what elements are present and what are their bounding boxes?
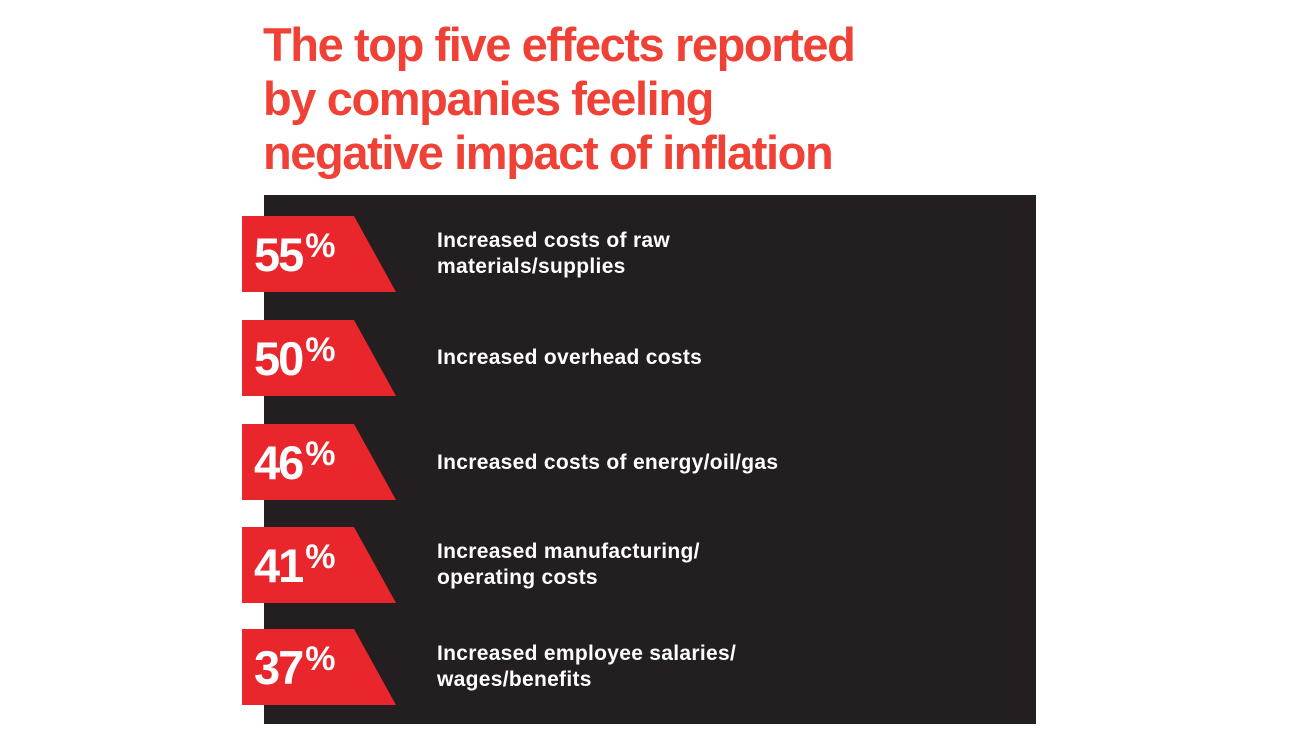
title-line-2: by companies feeling	[263, 72, 714, 125]
tag-shape	[242, 320, 396, 396]
page-title: The top five effects reported by compani…	[263, 18, 1023, 180]
effect-label-line: materials/supplies	[437, 255, 626, 278]
percent-tag: 50%	[242, 320, 398, 396]
percent-tag: 46%	[242, 424, 398, 500]
percent-number: 55	[254, 228, 304, 281]
effect-label-line: operating costs	[437, 566, 598, 589]
effect-label-line: Increased costs of energy/oil/gas	[437, 451, 779, 474]
percent-value: 41%	[254, 538, 336, 593]
effect-label: Increased costs of energy/oil/gas	[437, 450, 857, 476]
effect-label: Increased costs of raw materials/supplies	[437, 228, 857, 280]
tag-shape	[242, 424, 396, 500]
percent-value: 37%	[254, 640, 336, 695]
percent-number: 50	[254, 332, 304, 385]
percent-tag: 37%	[242, 629, 398, 705]
effect-label-line: Increased costs of raw	[437, 229, 671, 252]
percent-number: 41	[254, 539, 304, 592]
effect-label-line: Increased manufacturing/	[437, 540, 700, 563]
percent-sign: %	[305, 640, 336, 678]
percent-number: 37	[254, 641, 304, 694]
title-line-3: negative impact of inflation	[263, 126, 834, 179]
tag-shape	[242, 629, 396, 705]
percent-value: 46%	[254, 435, 336, 490]
tag-shape	[242, 527, 396, 603]
effect-row: 50% Increased overhead costs	[242, 320, 1036, 396]
percent-sign: %	[305, 227, 336, 265]
percent-sign: %	[305, 435, 336, 473]
effect-row: 41% Increased manufacturing/operating cos…	[242, 527, 1036, 603]
percent-sign: %	[305, 331, 336, 369]
effect-label: Increased overhead costs	[437, 345, 857, 371]
effect-row: 55% Increased costs of raw materials/suppl…	[242, 216, 1036, 292]
percent-value: 50%	[254, 331, 336, 386]
effect-label-line: Increased overhead costs	[437, 346, 703, 369]
effect-label-line: Increased employee salaries/	[437, 642, 737, 665]
effect-row: 37% Increased employee salaries/wages/ben…	[242, 629, 1036, 705]
percent-sign: %	[305, 538, 336, 576]
percent-number: 46	[254, 436, 304, 489]
effect-label: Increased manufacturing/operating costs	[437, 539, 857, 591]
tag-shape	[242, 216, 396, 292]
chart-panel	[264, 195, 1036, 724]
percent-value: 55%	[254, 227, 336, 282]
title-line-1: The top five effects reported	[263, 18, 856, 71]
effect-row: 46% Increased costs of energy/oil/gas	[242, 424, 1036, 500]
effect-label: Increased employee salaries/wages/benefi…	[437, 641, 857, 693]
effect-label-line: wages/benefits	[437, 668, 592, 691]
percent-tag: 41%	[242, 527, 398, 603]
percent-tag: 55%	[242, 216, 398, 292]
